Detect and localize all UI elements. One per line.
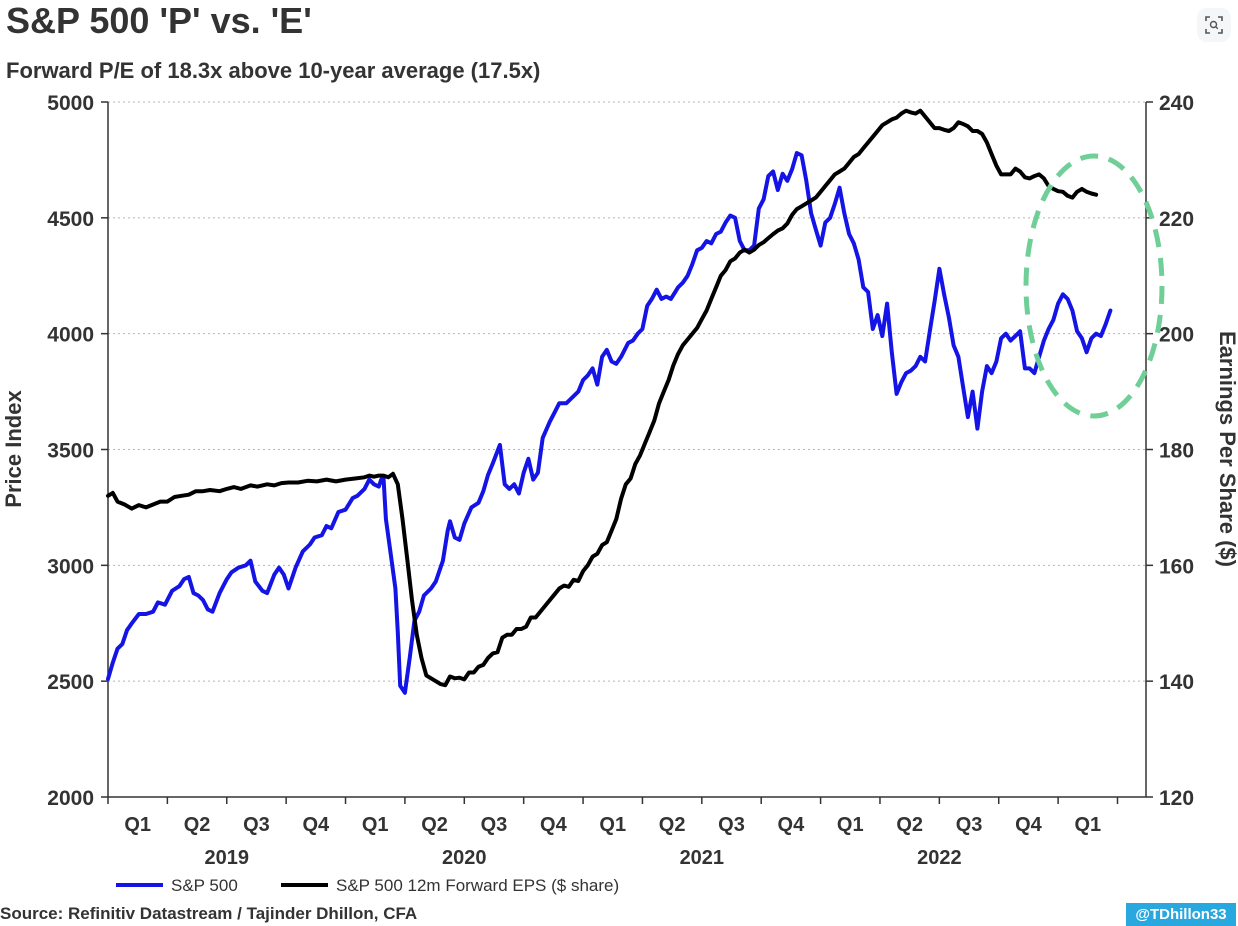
y2-tick-label: 160 — [1159, 555, 1194, 578]
legend-label-eps: S&P 500 12m Forward EPS ($ share) — [336, 876, 619, 895]
x-quarter-label: Q2 — [896, 814, 923, 836]
y-axis-label: Price Index — [1, 390, 26, 508]
y2-tick-label: 200 — [1159, 324, 1194, 347]
x-quarter-label: Q2 — [659, 814, 686, 836]
y2-tick-label: 240 — [1159, 92, 1194, 115]
axes: 5000 4500 4000 3500 3000 2500 2000 240 220 200 180… — [47, 92, 1194, 869]
y-tick-label: 2500 — [47, 671, 94, 694]
y2-axis-label: Earnings Per Share ($) — [1215, 331, 1238, 567]
x-quarter-label: Q1 — [837, 814, 864, 836]
x-quarter-label: Q2 — [421, 814, 448, 836]
handle-badge[interactable]: @TDhillon33 — [1126, 903, 1236, 926]
x-year-label: 2020 — [442, 847, 487, 869]
x-quarter-label: Q1 — [124, 814, 151, 836]
x-quarter-label: Q3 — [481, 814, 508, 836]
y-tick-label: 4000 — [47, 324, 94, 347]
expand-icon — [1205, 16, 1223, 34]
y2-tick-label: 120 — [1159, 787, 1194, 810]
y2-tick-label: 220 — [1159, 208, 1194, 231]
series-line-sp500 — [106, 151, 1113, 695]
x-quarter-label: Q3 — [718, 814, 745, 836]
chart-title: S&P 500 'P' vs. 'E' — [6, 0, 312, 41]
x-year-label: 2022 — [917, 847, 962, 869]
y2-tick-label: 140 — [1159, 671, 1194, 694]
x-quarter-label: Q1 — [599, 814, 626, 836]
legend: S&P 500 S&P 500 12m Forward EPS ($ share… — [116, 876, 619, 895]
x-quarter-label: Q1 — [1074, 814, 1101, 836]
x-quarter-label: Q3 — [243, 814, 270, 836]
y-tick-label: 3500 — [47, 440, 94, 463]
source-note: Source: Refinitiv Datastream / Tajinder … — [0, 904, 418, 923]
chart-subtitle: Forward P/E of 18.3x above 10-year avera… — [6, 58, 541, 83]
x-quarter-label: Q2 — [184, 814, 211, 836]
series-line-eps — [106, 108, 1099, 688]
x-quarter-label: Q4 — [778, 814, 806, 836]
series-lines — [106, 108, 1113, 695]
legend-label-sp500: S&P 500 — [171, 876, 238, 895]
y-tick-label: 2000 — [47, 787, 94, 810]
gridlines — [108, 101, 1146, 682]
x-quarter-label: Q3 — [956, 814, 983, 836]
y-tick-label: 4500 — [47, 208, 94, 231]
y-tick-label: 5000 — [47, 92, 94, 115]
x-quarter-label: Q4 — [540, 814, 568, 836]
x-year-label: 2021 — [680, 847, 725, 869]
x-year-label: 2019 — [205, 847, 250, 869]
y-tick-label: 3000 — [47, 555, 94, 578]
highlight-ellipse — [1023, 153, 1165, 419]
expand-button[interactable] — [1197, 8, 1231, 42]
x-quarter-label: Q4 — [1015, 814, 1043, 836]
x-quarter-label: Q4 — [302, 814, 330, 836]
x-quarter-label: Q1 — [362, 814, 389, 836]
y2-tick-label: 180 — [1159, 440, 1194, 463]
